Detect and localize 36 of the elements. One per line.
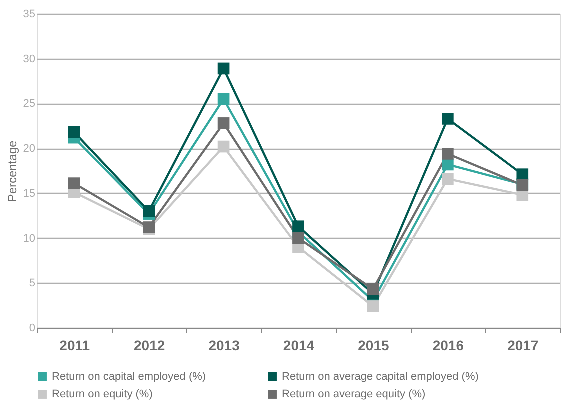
y-tick-label: 5	[29, 278, 36, 290]
point	[292, 220, 304, 233]
x-tick-label: 2011	[60, 338, 90, 354]
x-tick-label: 2015	[358, 338, 390, 354]
point	[218, 93, 230, 106]
x-tick-label: 2016	[432, 338, 464, 354]
point	[367, 300, 380, 312]
y-tick-label: 0	[29, 322, 36, 334]
y-tick-label: 25	[23, 98, 36, 110]
legend-label: Return on capital employed (%)	[52, 370, 206, 383]
legend-label: Return on average capital employed (%)	[282, 370, 479, 383]
point	[367, 284, 380, 296]
y-axis-title: Percentage	[5, 140, 20, 202]
y-tick-label: 30	[23, 53, 36, 66]
point	[68, 178, 80, 190]
point	[143, 205, 155, 218]
point	[218, 140, 230, 153]
y-tick-label: 10	[23, 232, 36, 245]
y-tick-label: 20	[23, 143, 36, 156]
point	[442, 158, 454, 171]
legend-label: Return on average equity (%)	[282, 388, 426, 400]
point	[442, 148, 454, 160]
point	[516, 168, 529, 181]
legend-label: Return on equity (%)	[52, 388, 153, 400]
point	[442, 113, 454, 125]
point	[218, 62, 230, 75]
y-tick-label: 15	[23, 188, 36, 200]
x-tick-label: 2014	[283, 338, 315, 354]
point	[68, 126, 80, 138]
x-tick-label: 2017	[508, 338, 539, 354]
point	[218, 118, 230, 130]
x-tick-label: 2012	[134, 338, 166, 354]
point	[292, 232, 304, 244]
y-tick-label: 35	[23, 8, 36, 20]
point	[442, 173, 454, 185]
x-tick-label: 2013	[208, 338, 240, 354]
